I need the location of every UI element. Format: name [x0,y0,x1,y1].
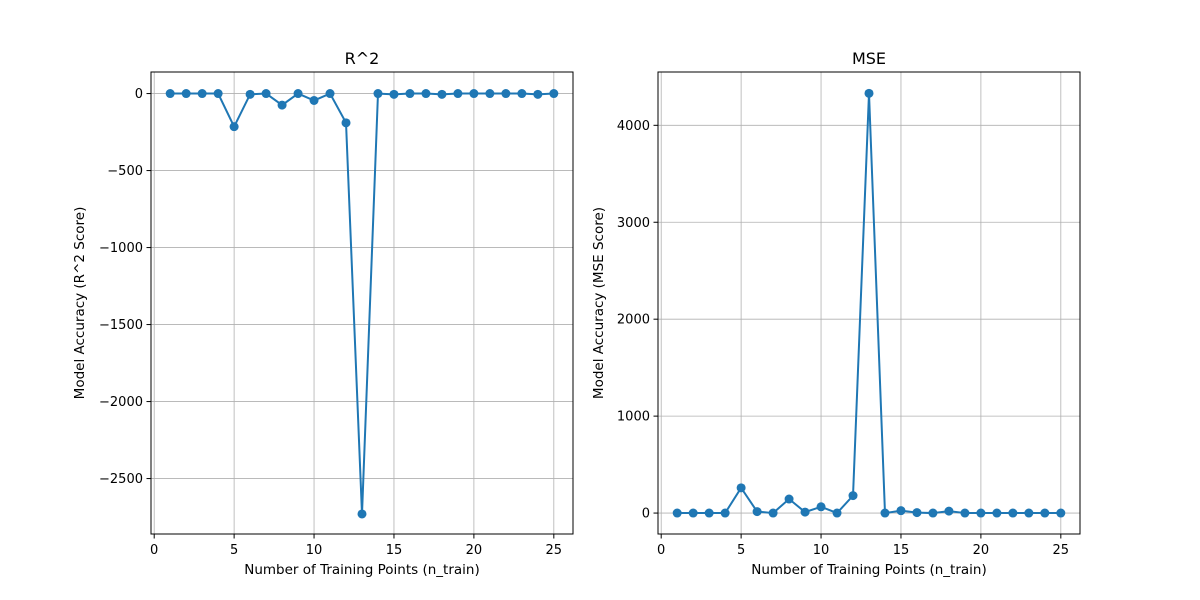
x-tick-label: 25 [1053,543,1070,558]
data-point [752,507,762,517]
data-point [832,508,842,518]
x-tick-label: 10 [813,543,830,558]
data-point [389,89,399,99]
x-axis-label: Number of Training Points (n_train) [244,562,480,578]
data-point [800,507,810,517]
x-tick-label: 15 [386,543,403,558]
data-point [437,89,447,99]
data-point [533,89,543,99]
data-point [976,508,986,518]
data-point [309,95,319,105]
data-point [357,509,367,519]
data-point [197,89,207,99]
data-point [453,89,463,99]
y-tick-label: 4000 [617,119,650,134]
data-point [341,118,351,128]
x-tick-label: 25 [546,543,563,558]
data-point [864,88,874,98]
data-point [325,89,335,99]
x-tick-label: 0 [150,543,158,558]
data-point [672,508,682,518]
axes-frame [150,71,574,535]
data-point [736,483,746,493]
x-tick-label: 5 [737,543,745,558]
x-tick-label: 15 [893,543,910,558]
data-point [848,491,858,501]
data-point [277,100,287,110]
y-axis-label: Model Accuracy (MSE Score) [591,207,607,399]
series-line [677,93,1061,515]
x-tick-label: 0 [657,543,665,558]
x-tick-label: 20 [466,543,483,558]
data-point [181,89,191,99]
data-point [816,502,826,512]
data-point [421,89,431,99]
data-point [912,508,922,518]
series-line [170,92,554,515]
data-point [1008,508,1018,518]
data-point [928,508,938,518]
chart-panel-2: 0 5 10 15 20 25 0 1000 2000 3000 4000 MSE Number of … [591,49,1081,578]
chart-panel-1: 0 5 10 15 20 25 0 −500 −1000 −1500 −2000 −2500 R^2 Nu… [72,49,574,578]
y-tick-label: −500 [107,164,143,179]
data-point [293,89,303,99]
data-point [784,494,794,504]
y-tick-label: −2500 [99,472,143,487]
y-tick-label: 1000 [617,410,650,425]
data-point [373,89,383,99]
y-tick-label: −1500 [99,318,143,333]
x-tick-label: 5 [230,543,238,558]
data-point [261,89,271,99]
data-point [245,89,255,99]
data-point [549,89,559,99]
data-point [485,89,495,99]
data-point [1024,508,1034,518]
data-point [960,508,970,518]
x-tick-label: 10 [306,543,323,558]
data-point [768,508,778,518]
data-point [944,506,954,516]
data-point [469,89,479,99]
data-point [1040,508,1050,518]
y-tick-label: −2000 [99,395,143,410]
y-tick-label: −1000 [99,241,143,256]
data-point [896,506,906,516]
data-point [992,508,1002,518]
y-axis-label: Model Accuracy (R^2 Score) [72,207,88,400]
data-point [165,89,175,99]
data-point [688,508,698,518]
data-point [720,508,730,518]
x-axis-label: Number of Training Points (n_train) [751,562,987,578]
axes-frame [657,71,1081,535]
chart-title: R^2 [345,49,380,68]
data-point [229,122,239,132]
data-point [880,508,890,518]
y-tick-label: 3000 [617,216,650,231]
y-tick-label: 0 [135,87,143,102]
chart-title: MSE [852,49,886,68]
data-point [405,89,415,99]
data-point [213,89,223,99]
data-point [704,508,714,518]
data-point [501,89,511,99]
data-point [1056,508,1066,518]
y-tick-label: 2000 [617,313,650,328]
y-tick-label: 0 [642,507,650,522]
data-point [517,89,527,99]
x-tick-label: 20 [973,543,990,558]
